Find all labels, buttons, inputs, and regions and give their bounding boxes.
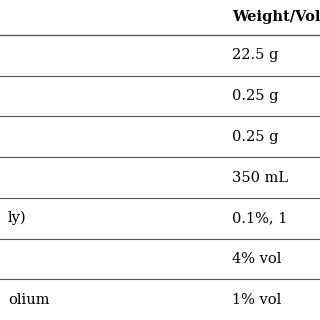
Text: 4% vol: 4% vol: [232, 252, 281, 266]
Text: 350 mL: 350 mL: [232, 171, 288, 185]
Text: 22.5 g: 22.5 g: [232, 48, 278, 62]
Text: 0.1%, 1: 0.1%, 1: [232, 211, 287, 225]
Text: 0.25 g: 0.25 g: [232, 89, 278, 103]
Text: 1% vol: 1% vol: [232, 293, 281, 307]
Text: 0.25 g: 0.25 g: [232, 130, 278, 144]
Text: olium: olium: [8, 293, 50, 307]
Text: ly): ly): [8, 211, 27, 225]
Text: Weight/Volume: Weight/Volume: [232, 11, 320, 25]
